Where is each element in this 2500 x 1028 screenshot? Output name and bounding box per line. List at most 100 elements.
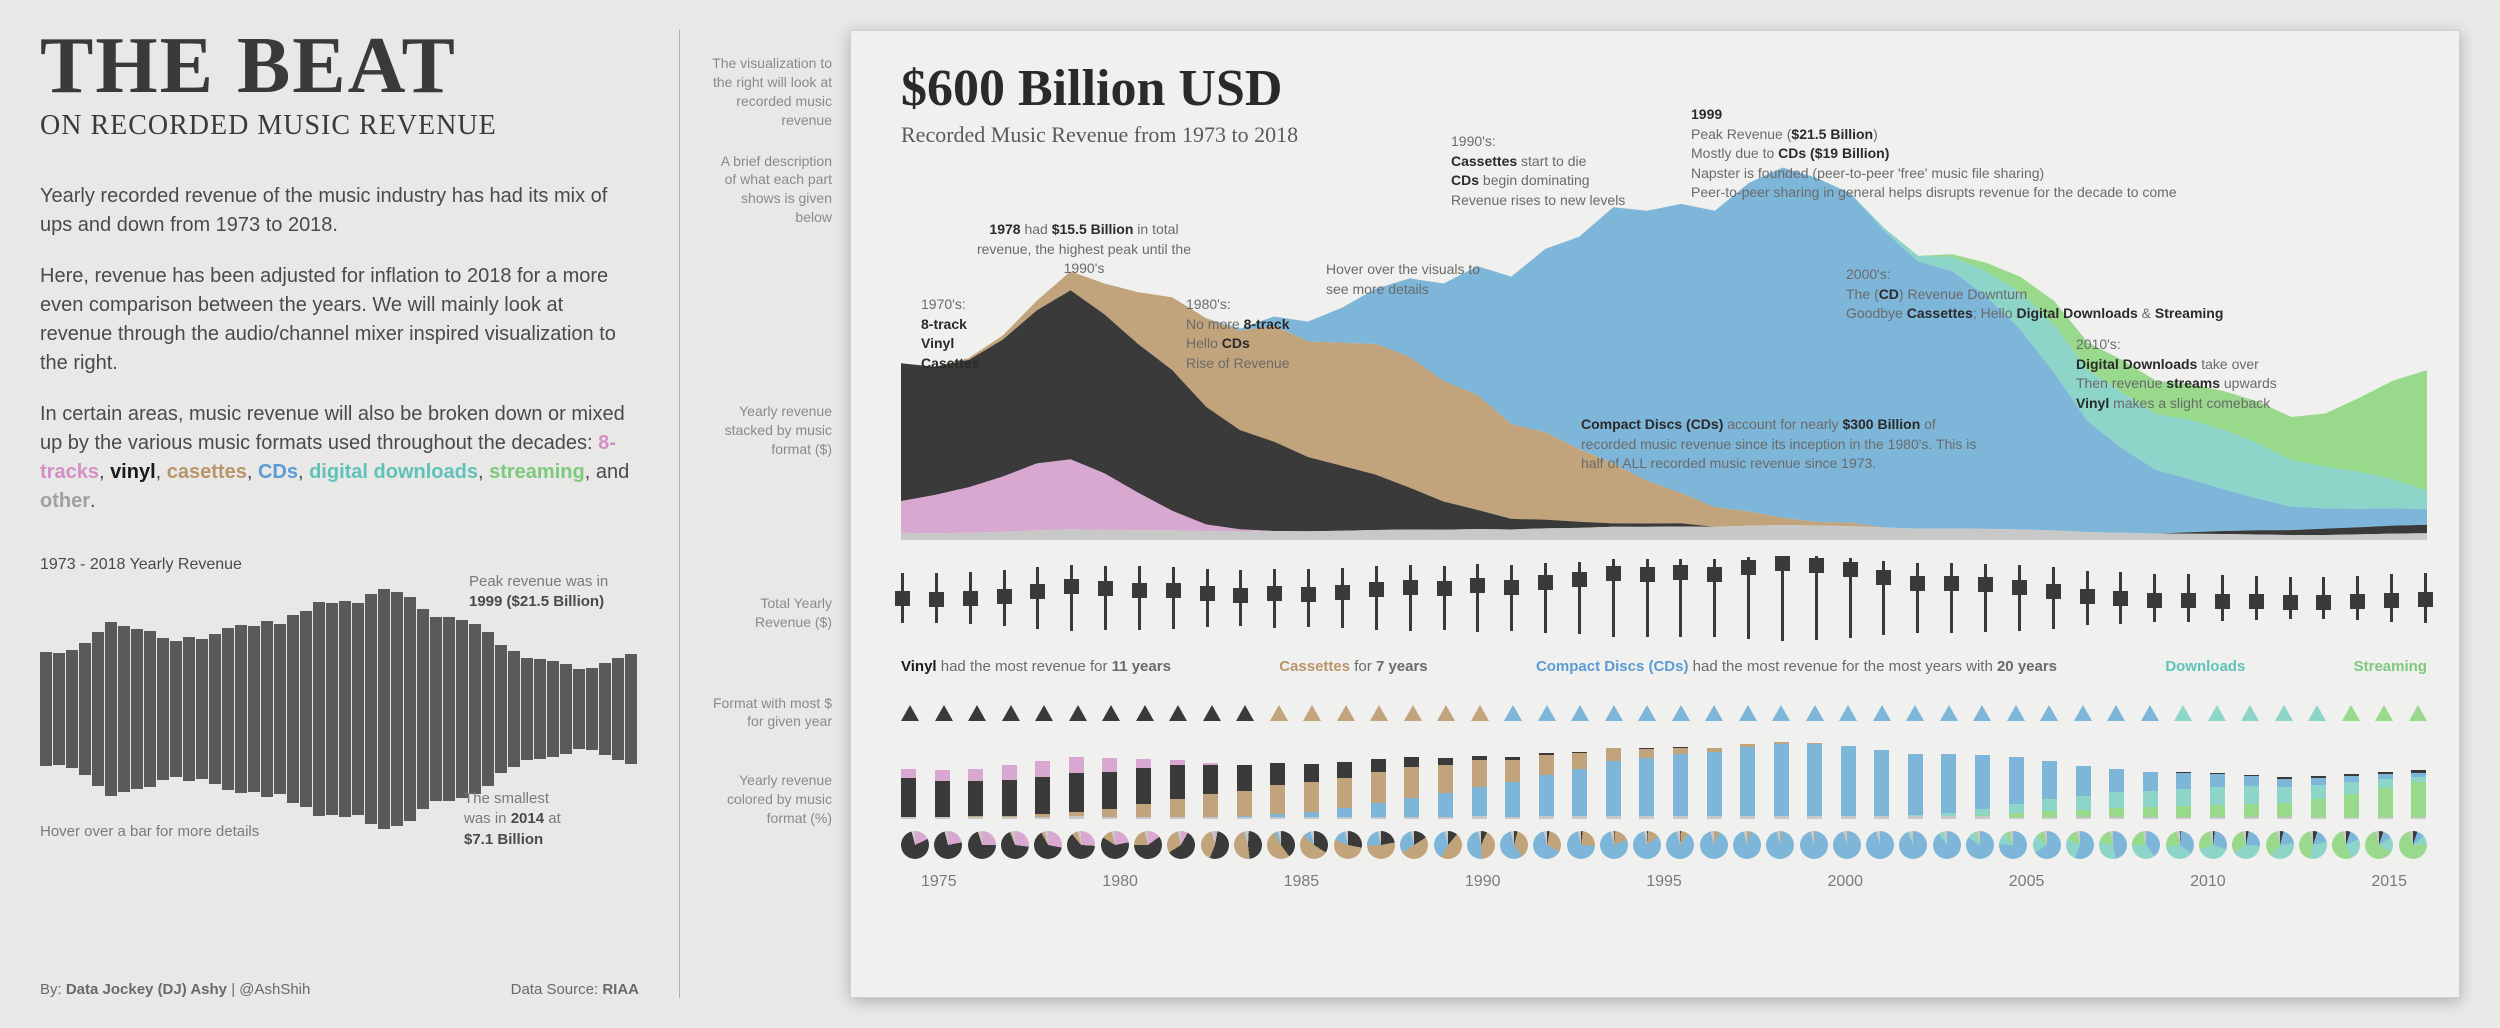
- mini-bar[interactable]: [300, 611, 312, 806]
- stacked-area-chart[interactable]: 1970's: 8-track Vinyl Casettes 1978 had …: [901, 160, 2427, 540]
- slider[interactable]: [1307, 569, 1310, 627]
- percent-bar[interactable]: [2277, 777, 2292, 819]
- dominant-triangle-icon[interactable]: [1270, 705, 1288, 721]
- dominant-triangle-icon[interactable]: [1437, 705, 1455, 721]
- pie-icon[interactable]: [1666, 831, 1694, 859]
- percent-bar[interactable]: [1472, 756, 1487, 819]
- dominant-triangle-icon[interactable]: [1605, 705, 1623, 721]
- dominant-triangle-icon[interactable]: [1169, 705, 1187, 721]
- pie-icon[interactable]: [1234, 831, 1262, 859]
- pie-icon[interactable]: [1833, 831, 1861, 859]
- pie-icon[interactable]: [1800, 831, 1828, 859]
- pie-icon[interactable]: [1001, 831, 1029, 859]
- slider[interactable]: [1239, 570, 1242, 627]
- dominant-triangle-icon[interactable]: [2342, 705, 2360, 721]
- dominant-triangle-icon[interactable]: [1873, 705, 1891, 721]
- pie-icon[interactable]: [2199, 831, 2227, 859]
- pie-icon[interactable]: [1334, 831, 1362, 859]
- dominant-triangle-icon[interactable]: [1203, 705, 1221, 721]
- percent-bar[interactable]: [1102, 758, 1117, 819]
- slider[interactable]: [1510, 565, 1513, 631]
- pie-icon[interactable]: [1467, 831, 1495, 859]
- slider[interactable]: [2052, 567, 2055, 629]
- pie-icon[interactable]: [1300, 831, 1328, 859]
- slider[interactable]: [1273, 569, 1276, 628]
- percent-bar[interactable]: [1740, 744, 1755, 819]
- dominant-triangle-icon[interactable]: [1035, 705, 1053, 721]
- percent-bar[interactable]: [1002, 765, 1017, 819]
- pie-icon[interactable]: [2132, 831, 2160, 859]
- percent-bar[interactable]: [1841, 746, 1856, 819]
- percent-bar[interactable]: [1035, 761, 1050, 819]
- slider[interactable]: [1104, 566, 1107, 631]
- mini-bar[interactable]: [313, 602, 325, 816]
- percent-bar[interactable]: [2411, 770, 2426, 819]
- mini-bar[interactable]: [599, 663, 611, 755]
- mini-chart[interactable]: Peak revenue was in 1999 ($21.5 Billion)…: [40, 584, 639, 834]
- pie-icon[interactable]: [1600, 831, 1628, 859]
- pie-icon[interactable]: [1733, 831, 1761, 859]
- dominant-triangle-icon[interactable]: [1471, 705, 1489, 721]
- dominant-triangle-icon[interactable]: [1772, 705, 1790, 721]
- slider[interactable]: [2289, 577, 2292, 618]
- dominant-triangle-icon[interactable]: [2409, 705, 2427, 721]
- percent-bar[interactable]: [2042, 761, 2057, 819]
- mini-bar[interactable]: [417, 609, 429, 810]
- slider[interactable]: [2086, 571, 2089, 625]
- slider[interactable]: [1815, 556, 1818, 639]
- dominant-triangle-icon[interactable]: [2241, 705, 2259, 721]
- dominant-triangle-icon[interactable]: [901, 705, 919, 721]
- pie-row[interactable]: [901, 831, 2427, 861]
- dominant-triangle-icon[interactable]: [1638, 705, 1656, 721]
- slider[interactable]: [1781, 556, 1784, 641]
- dominant-triangle-icon[interactable]: [2141, 705, 2159, 721]
- slider[interactable]: [2322, 577, 2325, 619]
- mini-bar[interactable]: [261, 621, 273, 797]
- mini-bar[interactable]: [53, 653, 65, 765]
- mini-bar[interactable]: [534, 659, 546, 759]
- dominant-triangle-icon[interactable]: [2375, 705, 2393, 721]
- slider[interactable]: [1679, 559, 1682, 638]
- slider[interactable]: [1882, 561, 1885, 635]
- percent-bar[interactable]: [1337, 762, 1352, 819]
- slider[interactable]: [2187, 574, 2190, 621]
- percent-bar[interactable]: [1908, 754, 1923, 819]
- slider[interactable]: [1138, 566, 1141, 629]
- mini-bar[interactable]: [547, 661, 559, 757]
- mini-bar[interactable]: [495, 645, 507, 772]
- pie-icon[interactable]: [2066, 831, 2094, 859]
- percent-bar[interactable]: [1505, 757, 1520, 819]
- dominant-triangle-icon[interactable]: [1705, 705, 1723, 721]
- percent-bar[interactable]: [1304, 764, 1319, 819]
- percent-bar[interactable]: [1572, 752, 1587, 819]
- dominant-triangle-icon[interactable]: [2275, 705, 2293, 721]
- percent-bar[interactable]: [968, 769, 983, 819]
- slider[interactable]: [2390, 574, 2393, 622]
- percent-bar[interactable]: [1136, 759, 1151, 819]
- mini-bar[interactable]: [378, 589, 390, 829]
- dominant-triangle-icon[interactable]: [1370, 705, 1388, 721]
- dominant-triangle-icon[interactable]: [2040, 705, 2058, 721]
- pie-icon[interactable]: [1167, 831, 1195, 859]
- mini-bar[interactable]: [248, 626, 260, 791]
- mini-bar[interactable]: [183, 637, 195, 781]
- dominant-triangle-icon[interactable]: [2107, 705, 2125, 721]
- dominant-triangle-icon[interactable]: [1839, 705, 1857, 721]
- mini-bar[interactable]: [339, 601, 351, 818]
- slider[interactable]: [1476, 564, 1479, 632]
- slider[interactable]: [1409, 565, 1412, 631]
- percent-bar[interactable]: [1539, 753, 1554, 819]
- dominant-triangle-icon[interactable]: [1102, 705, 1120, 721]
- mini-bar[interactable]: [365, 594, 377, 824]
- mini-bar[interactable]: [79, 643, 91, 775]
- percent-bar[interactable]: [1170, 760, 1185, 819]
- percent-bar[interactable]: [1639, 748, 1654, 819]
- slider[interactable]: [969, 572, 972, 624]
- percent-bar[interactable]: [2210, 773, 2225, 819]
- percent-bar[interactable]: [1606, 748, 1621, 819]
- percent-bar[interactable]: [2109, 769, 2124, 819]
- mini-bar[interactable]: [573, 669, 585, 748]
- slider[interactable]: [1544, 563, 1547, 634]
- mini-bar[interactable]: [196, 639, 208, 780]
- dominant-triangle-icon[interactable]: [2074, 705, 2092, 721]
